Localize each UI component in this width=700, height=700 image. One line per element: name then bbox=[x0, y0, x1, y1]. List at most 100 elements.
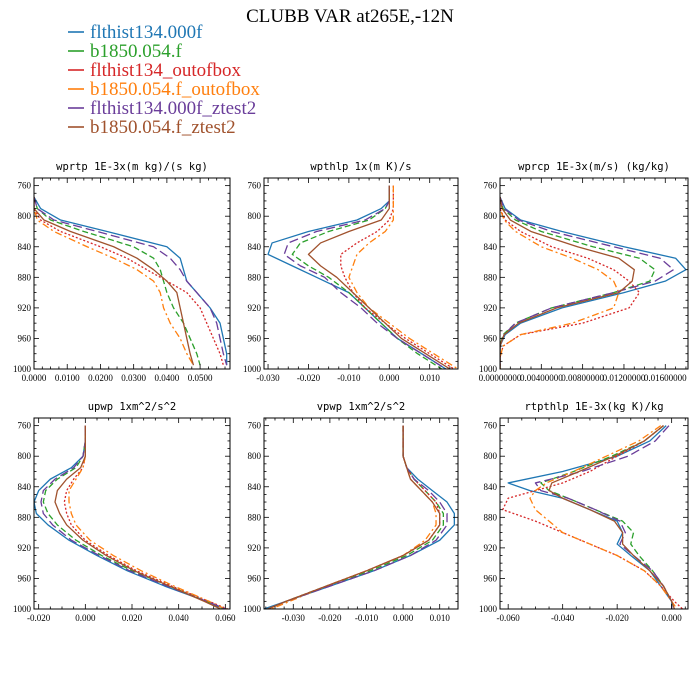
series-line bbox=[264, 425, 455, 609]
x-tick-label: 0.0500 bbox=[188, 373, 213, 383]
legend: flthist134.000fb1850.054.fflthist134_out… bbox=[68, 22, 260, 138]
series-line bbox=[529, 425, 678, 609]
series-line bbox=[267, 425, 445, 609]
x-tick-label: -0.020 bbox=[606, 613, 630, 623]
panel-title: vpwp 1xm^2/s^2 bbox=[317, 401, 406, 413]
x-tick-label: 0.0100 bbox=[55, 373, 80, 383]
series-line bbox=[507, 425, 673, 609]
y-tick-label: 960 bbox=[248, 333, 262, 343]
y-tick-label: 960 bbox=[484, 333, 498, 343]
plot-frame bbox=[33, 417, 231, 610]
y-tick-label: 960 bbox=[484, 573, 498, 583]
series-line bbox=[34, 196, 201, 366]
legend-label: b1850.054.f bbox=[90, 41, 183, 62]
chart-panels: wprtp 1E-3x(m kg)/(s kg) 760 800 840 880 920 9… bbox=[13, 161, 689, 623]
x-tick-label: 0.010 bbox=[420, 373, 441, 383]
series-line bbox=[283, 185, 447, 369]
legend-label: flthist134.000f bbox=[90, 22, 203, 43]
x-tick-label: 0.000 bbox=[379, 373, 400, 383]
panel-title: upwp 1xm^2/s^2 bbox=[88, 401, 177, 413]
y-tick-label: 960 bbox=[248, 573, 262, 583]
y-tick-label: 880 bbox=[18, 272, 32, 282]
y-tick-label: 880 bbox=[484, 272, 498, 282]
y-tick-label: 760 bbox=[248, 421, 262, 431]
y-tick-label: 840 bbox=[248, 242, 262, 252]
x-tick-label: -0.060 bbox=[497, 613, 521, 623]
y-tick-label: 760 bbox=[484, 421, 498, 431]
series-line bbox=[54, 425, 221, 609]
x-tick-label: 0.0200 bbox=[88, 373, 113, 383]
x-tick-label: 0.000 bbox=[75, 613, 96, 623]
series-line bbox=[500, 196, 675, 369]
series-line bbox=[340, 185, 455, 369]
chart-panel: vpwp 1xm^2/s^2 760 800 840 880 920 960 1000 -0.0… bbox=[243, 401, 459, 623]
series-line bbox=[34, 196, 228, 366]
y-tick-label: 760 bbox=[248, 181, 262, 191]
chart-panel: wprcp 1E-3x(m/s) (kg/kg) 760 800 840 880 920 9… bbox=[479, 161, 689, 383]
series-line bbox=[63, 425, 228, 609]
y-tick-label: 1000 bbox=[13, 364, 32, 374]
y-tick-label: 840 bbox=[248, 482, 262, 492]
series-line bbox=[500, 196, 656, 369]
x-tick-label: 0.0300 bbox=[121, 373, 146, 383]
series-line bbox=[534, 425, 673, 609]
y-tick-label: 840 bbox=[18, 482, 32, 492]
series-line bbox=[34, 425, 226, 609]
y-tick-label: 880 bbox=[18, 512, 32, 522]
figure-title: CLUBB VAR at265E,-12N bbox=[246, 6, 454, 27]
y-tick-label: 920 bbox=[248, 303, 262, 313]
panel-title: wprtp 1E-3x(m kg)/(s kg) bbox=[56, 161, 208, 173]
y-tick-label: 920 bbox=[18, 303, 32, 313]
y-tick-label: 920 bbox=[484, 543, 498, 553]
y-tick-label: 880 bbox=[484, 512, 498, 522]
y-tick-label: 800 bbox=[248, 451, 262, 461]
y-tick-label: 960 bbox=[18, 573, 32, 583]
series-line bbox=[267, 425, 448, 609]
chart-panel: upwp 1xm^2/s^2 760 800 840 880 920 960 1000-0.0… bbox=[13, 401, 236, 623]
y-tick-label: 1000 bbox=[243, 364, 262, 374]
y-tick-label: 760 bbox=[484, 181, 498, 191]
x-tick-label: 0.00400000 bbox=[520, 373, 563, 383]
x-tick-label: -0.040 bbox=[551, 613, 575, 623]
series-line bbox=[348, 185, 458, 369]
x-tick-label: -0.020 bbox=[318, 613, 342, 623]
y-tick-label: 800 bbox=[18, 211, 32, 221]
series-line bbox=[500, 197, 641, 369]
x-tick-label: 0.01200000 bbox=[603, 373, 646, 383]
y-tick-label: 1000 bbox=[243, 604, 262, 614]
y-tick-label: 800 bbox=[248, 211, 262, 221]
series-line bbox=[500, 196, 635, 369]
x-tick-label: 0.0000 bbox=[22, 373, 47, 383]
y-tick-label: 920 bbox=[484, 303, 498, 313]
series-line bbox=[34, 197, 195, 366]
plot-frame bbox=[499, 417, 689, 610]
y-tick-label: 1000 bbox=[479, 364, 498, 374]
panel-title: wpthlp 1x(m K)/s bbox=[310, 161, 411, 173]
y-tick-label: 960 bbox=[18, 333, 32, 343]
x-tick-label: 0.01600000 bbox=[644, 373, 687, 383]
plot-frame bbox=[263, 417, 459, 610]
chart-panel: rtpthlp 1E-3x(kg K)/kg 760 800 840 880 920 960… bbox=[479, 401, 689, 623]
series-line bbox=[548, 425, 675, 609]
y-tick-label: 920 bbox=[18, 543, 32, 553]
x-tick-label: -0.010 bbox=[337, 373, 361, 383]
x-tick-label: 0.0400 bbox=[155, 373, 180, 383]
series-line bbox=[267, 425, 441, 609]
x-tick-label: 0.000 bbox=[393, 613, 414, 623]
legend-label: b1850.054.f_ztest2 bbox=[90, 117, 236, 138]
y-tick-label: 800 bbox=[484, 451, 498, 461]
series-line bbox=[271, 425, 437, 609]
y-tick-label: 1000 bbox=[13, 604, 32, 614]
series-line bbox=[267, 425, 441, 609]
series-line bbox=[267, 185, 447, 369]
legend-label: flthist134_outofbox bbox=[90, 60, 241, 81]
chart-panel: wprtp 1E-3x(m kg)/(s kg) 760 800 840 880 920 9… bbox=[13, 161, 231, 383]
x-tick-label: 0.00800000 bbox=[561, 373, 604, 383]
y-tick-label: 760 bbox=[18, 421, 32, 431]
x-tick-label: 0.060 bbox=[215, 613, 236, 623]
series-line bbox=[34, 197, 224, 366]
y-tick-label: 800 bbox=[484, 211, 498, 221]
x-tick-label: -0.030 bbox=[282, 613, 306, 623]
y-tick-label: 1000 bbox=[479, 604, 498, 614]
x-tick-label: -0.020 bbox=[27, 613, 51, 623]
